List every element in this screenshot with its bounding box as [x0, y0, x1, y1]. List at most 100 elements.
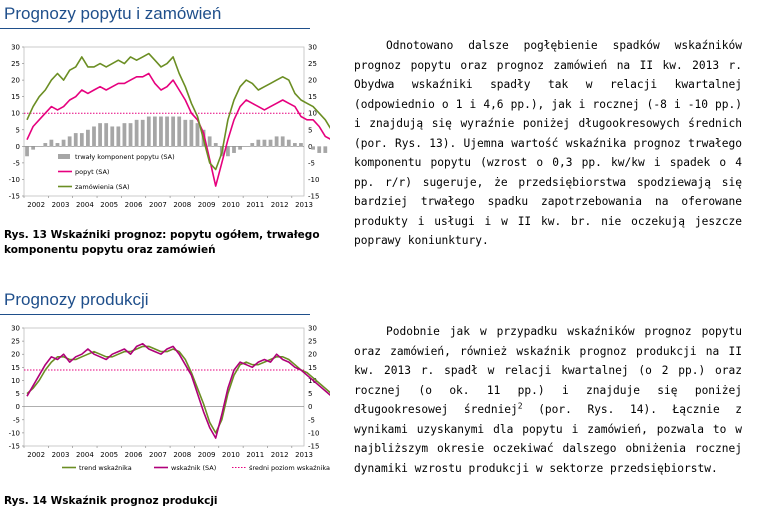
bar — [183, 119, 188, 147]
y-tick-label-right: 20 — [308, 77, 317, 85]
legend-label: popyt (SA) — [75, 168, 109, 176]
bar — [152, 116, 157, 147]
bar — [274, 136, 279, 147]
bar — [280, 136, 285, 147]
y-tick-label-right: 0 — [308, 403, 312, 411]
section1-heading-rule — [0, 28, 310, 29]
y-tick-label-left: -5 — [13, 159, 20, 167]
x-tick-label: 2005 — [100, 451, 118, 459]
legend-label: średni poziom wskaźnika — [249, 464, 330, 472]
bar — [61, 139, 66, 147]
y-tick-label-right: -15 — [308, 443, 319, 451]
figure13-caption: Rys. 13 Wskaźniki prognoz: popytu ogółem… — [4, 228, 320, 258]
x-tick-label: 2011 — [246, 451, 264, 459]
x-tick-label: 2009 — [198, 451, 216, 459]
section2-heading-rule — [0, 314, 310, 315]
bar — [116, 126, 121, 147]
y-tick-label-right: 5 — [308, 390, 312, 398]
bar — [73, 133, 78, 147]
bar — [323, 146, 328, 153]
section2-paragraph: Podobnie jak w przypadku wskaźników prog… — [354, 322, 742, 478]
bar — [86, 129, 90, 147]
bar — [165, 116, 169, 147]
bar — [292, 143, 297, 147]
bar — [286, 139, 291, 147]
plot-frame — [23, 327, 305, 447]
series-line — [26, 72, 330, 187]
x-tick-label: 2005 — [100, 201, 118, 208]
legend-swatch-bar — [58, 154, 70, 159]
x-tick-label: 2013 — [295, 201, 313, 208]
y-tick-label-left: 15 — [11, 364, 20, 372]
figure13-caption-line2: komponentu popytu oraz zamówień — [4, 244, 216, 256]
bar — [79, 133, 84, 147]
y-tick-label-left: -15 — [9, 443, 20, 451]
y-tick-label-left: 30 — [11, 44, 20, 52]
bar — [43, 143, 48, 147]
section2-heading: Prognozy produkcji — [4, 290, 149, 309]
y-tick-label-left: -5 — [13, 416, 20, 424]
y-tick-label-right: 15 — [308, 364, 317, 372]
section2-paragraph-text-b: (por. Rys. 14). Łącznie z wynikami uzysk… — [354, 403, 743, 475]
bar — [25, 146, 29, 157]
y-tick-label-left: 25 — [11, 338, 20, 346]
y-tick-label-left: -10 — [9, 429, 20, 437]
bar — [67, 136, 72, 147]
y-tick-label-right: 30 — [308, 325, 317, 333]
x-tick-label: 2009 — [198, 201, 216, 208]
y-tick-label-right: -10 — [308, 176, 319, 184]
y-tick-label-right: 30 — [308, 44, 317, 52]
section1-heading: Prognozy popytu i zamówień — [4, 4, 222, 23]
y-tick-label-right: -10 — [308, 429, 319, 437]
bar — [256, 139, 261, 147]
plot-frame — [23, 46, 305, 197]
legend-label: trwały komponent popytu (SA) — [75, 153, 175, 161]
y-tick-label-left: 30 — [11, 325, 20, 333]
bar — [195, 123, 200, 147]
x-tick-label: 2003 — [52, 201, 70, 208]
figure13-caption-line1: Rys. 13 Wskaźniki prognoz: popytu ogółem… — [4, 229, 320, 241]
bar — [189, 119, 194, 147]
section2-paragraph-text-a: Podobnie jak w przypadku wskaźników prog… — [354, 325, 742, 416]
bar — [262, 139, 267, 147]
x-tick-label: 2008 — [173, 201, 191, 208]
bar — [207, 136, 212, 147]
bar — [171, 116, 176, 147]
x-tick-label: 2013 — [295, 451, 313, 459]
bar — [299, 143, 303, 147]
bar — [268, 139, 273, 147]
x-tick-label: 2006 — [125, 201, 143, 208]
y-tick-label-right: 15 — [308, 93, 317, 101]
bar — [104, 123, 109, 147]
y-tick-label-right: 10 — [308, 377, 317, 385]
bar — [49, 139, 54, 147]
x-tick-label: 2002 — [27, 201, 45, 208]
y-tick-label-left: -15 — [9, 193, 20, 201]
bar — [122, 123, 127, 147]
bar — [238, 146, 242, 150]
bar — [226, 146, 230, 157]
x-tick-label: 2006 — [125, 451, 143, 459]
y-tick-label-left: 20 — [11, 77, 20, 85]
x-tick-label: 2010 — [222, 451, 240, 459]
demand-orders-forecast-chart: -15 -15 -10 -10 -5 -5 0 0 5 5 10 10 15 15 20 20 25 25 30 30… — [9, 44, 330, 208]
footnote-marker: 2 — [517, 401, 523, 411]
bar — [55, 143, 60, 147]
x-tick-label: 2002 — [27, 451, 45, 459]
y-tick-label-left: 25 — [11, 60, 20, 68]
y-tick-label-right: -5 — [308, 159, 315, 167]
bar — [317, 146, 322, 153]
x-tick-label: 2004 — [76, 201, 94, 208]
bar — [31, 146, 36, 150]
y-tick-label-left: 20 — [11, 351, 20, 359]
y-tick-label-right: 0 — [308, 143, 312, 151]
figure14-caption: Rys. 14 Wskaźnik prognoz produkcji — [4, 495, 218, 507]
production-forecast-chart: -15 -15 -10 -10 -5 -5 0 0 5 5 10 10 15 15 20 20 25 25 30 30… — [9, 325, 330, 472]
bar — [140, 119, 145, 147]
x-tick-label: 2008 — [173, 451, 191, 459]
bar — [232, 146, 236, 153]
x-tick-label: 2007 — [149, 201, 167, 208]
bar — [98, 123, 102, 147]
legend-label: zamówienia (SA) — [75, 183, 130, 191]
bar — [311, 146, 316, 150]
